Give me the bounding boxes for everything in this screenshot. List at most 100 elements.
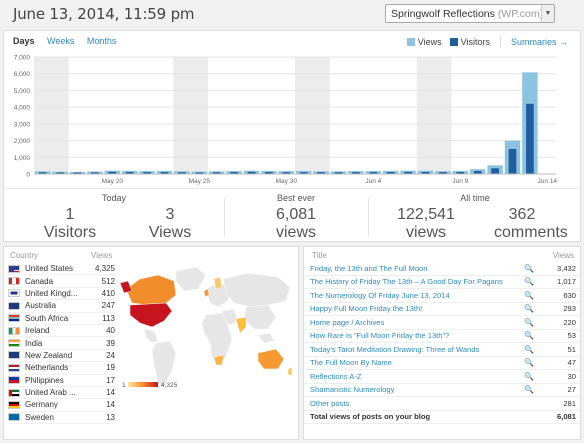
map-region-australia[interactable] bbox=[257, 348, 285, 370]
magnifier-icon[interactable]: 🔍 bbox=[524, 344, 534, 354]
all-time-views-value: 122,541 bbox=[397, 206, 455, 223]
visitors-bar bbox=[143, 172, 151, 174]
y-tick-label: 6,000 bbox=[14, 71, 31, 78]
map-region-united-states[interactable] bbox=[129, 302, 173, 328]
map-region-alaska[interactable] bbox=[119, 280, 133, 294]
post-views: 630 bbox=[563, 290, 576, 300]
country-name: United Arab ... bbox=[25, 388, 76, 398]
post-title-link[interactable]: Friday, the 13th and The Full Moon bbox=[310, 263, 428, 273]
visitors-bar bbox=[404, 171, 412, 174]
country-row[interactable]: South Africa 113 bbox=[8, 313, 115, 325]
y-tick-label: 0 bbox=[26, 172, 30, 179]
post-title-link[interactable]: Other posts bbox=[310, 398, 350, 408]
post-title-link[interactable]: Shamanistic Numerology bbox=[310, 385, 395, 395]
country-row[interactable]: New Zealand 24 bbox=[8, 350, 115, 363]
post-row: How Rare Is “Full Moon Friday the 13th”?… bbox=[304, 330, 580, 343]
visitors-bar bbox=[265, 172, 273, 174]
visitors-bar bbox=[334, 172, 343, 174]
summary-divider bbox=[368, 197, 369, 237]
weekend-band bbox=[295, 57, 330, 174]
visitors-bar bbox=[491, 168, 499, 174]
post-title-link[interactable]: The History of Friday The 13th – A Good … bbox=[310, 277, 503, 287]
map-region-canada[interactable] bbox=[125, 274, 177, 306]
flag-icon bbox=[8, 388, 20, 397]
tab-weeks[interactable]: Weeks bbox=[47, 36, 75, 46]
country-views: 17 bbox=[106, 375, 115, 385]
magnifier-icon[interactable]: 🔍 bbox=[524, 331, 534, 341]
country-name: New Zealand bbox=[25, 350, 73, 360]
country-row[interactable]: United States 4,325 bbox=[8, 263, 115, 276]
post-title-link[interactable]: The Full Moon By Name bbox=[310, 358, 392, 368]
country-row[interactable]: Canada 512 bbox=[8, 275, 115, 288]
post-views: 51 bbox=[567, 344, 576, 354]
visitors-bar bbox=[386, 172, 395, 174]
country-column-header: Country bbox=[10, 251, 39, 260]
post-row: Happy Full Moon Friday the 13th! 🔍 293 bbox=[304, 303, 580, 316]
magnifier-icon[interactable]: 🔍 bbox=[524, 304, 534, 314]
post-row: The Full Moon By Name 🔍 47 bbox=[304, 357, 580, 370]
world-map[interactable]: 1 4,325 bbox=[118, 261, 296, 421]
country-name: Philippines bbox=[25, 375, 64, 385]
country-row[interactable]: Ireland 40 bbox=[8, 325, 115, 338]
post-title-link[interactable]: Reflections A-Z bbox=[310, 371, 362, 381]
magnifier-icon[interactable]: 🔍 bbox=[524, 277, 534, 287]
summary-today: Today bbox=[4, 189, 224, 243]
country-views-column-header: Views bbox=[91, 251, 113, 260]
today-visitors-stat: 1 Visitors bbox=[40, 206, 100, 242]
country-row[interactable]: United Kingd... 410 bbox=[8, 288, 115, 301]
traffic-chart[interactable]: 7,000 6,000 5,000 4,000 3,000 2,000 1,000 0 May … bbox=[4, 51, 580, 188]
post-title-link[interactable]: How Rare Is “Full Moon Friday the 13th”? bbox=[310, 331, 450, 341]
map-region-india[interactable] bbox=[235, 316, 247, 334]
chevron-down-icon[interactable]: ▼ bbox=[541, 5, 554, 22]
map-region-new-zealand[interactable] bbox=[287, 366, 293, 376]
country-row[interactable]: India 39 bbox=[8, 337, 115, 350]
map-region-united-kingdom[interactable] bbox=[203, 288, 210, 298]
post-title-link[interactable]: Happy Full Moon Friday the 13th! bbox=[310, 304, 423, 314]
tab-days[interactable]: Days bbox=[13, 36, 35, 46]
post-title-link[interactable]: Home page / Archives bbox=[310, 317, 385, 327]
posts-views-column-header: Views bbox=[552, 251, 574, 260]
summary-best-ever: Best ever bbox=[224, 189, 368, 243]
visitors-bar bbox=[125, 171, 134, 174]
visitors-bar bbox=[508, 148, 517, 174]
country-row[interactable]: United Arab ... 14 bbox=[8, 387, 115, 400]
best-ever-label: views bbox=[275, 224, 316, 241]
magnifier-icon[interactable]: 🔍 bbox=[524, 317, 534, 327]
country-row[interactable]: Germany 14 bbox=[8, 399, 115, 412]
all-time-header: All time bbox=[460, 193, 490, 203]
map-region-sweden[interactable] bbox=[213, 276, 223, 290]
magnifier-icon[interactable]: 🔍 bbox=[524, 385, 534, 395]
magnifier-icon[interactable]: 🔍 bbox=[524, 290, 534, 300]
map-region-south-africa[interactable] bbox=[213, 354, 225, 366]
map-scale-max: 4,325 bbox=[161, 382, 178, 389]
post-row: Reflections A-Z 🔍 30 bbox=[304, 370, 580, 384]
country-name: Ireland bbox=[25, 326, 50, 336]
blog-selector[interactable]: Springwolf Reflections (WP.com) ▼ bbox=[385, 4, 555, 23]
country-views: 4,325 bbox=[94, 264, 115, 274]
summaries-link[interactable]: Summaries → bbox=[510, 37, 568, 47]
best-ever-header: Best ever bbox=[276, 193, 316, 203]
country-row[interactable]: Netherlands 19 bbox=[8, 362, 115, 375]
country-row[interactable]: Sweden 13 bbox=[8, 412, 115, 425]
country-views: 512 bbox=[101, 276, 115, 286]
country-row[interactable]: Philippines 17 bbox=[8, 375, 115, 387]
y-tick-label: 7,000 bbox=[14, 55, 31, 62]
country-row[interactable]: Australia 247 bbox=[8, 300, 115, 313]
legend-views: Views bbox=[406, 37, 442, 47]
best-ever-stat: 6,081 views bbox=[256, 206, 336, 242]
today-views-label: Views bbox=[148, 224, 192, 241]
summary-divider bbox=[224, 197, 225, 237]
country-name: Australia bbox=[25, 301, 57, 311]
country-views: 39 bbox=[106, 338, 115, 348]
tab-months[interactable]: Months bbox=[86, 36, 117, 46]
summary-all-time: All time bbox=[368, 189, 582, 243]
magnifier-icon[interactable]: 🔍 bbox=[524, 371, 534, 381]
posts-total-views: 6,081 bbox=[556, 412, 576, 422]
magnifier-icon[interactable]: 🔍 bbox=[524, 263, 534, 273]
stats-summary: Today 1 Visitors 3 Views Best ever 6,081… bbox=[4, 188, 582, 242]
post-title-link[interactable]: The Numerology Of Friday June 13, 2014 bbox=[310, 290, 450, 300]
flag-icon bbox=[8, 376, 20, 385]
magnifier-icon[interactable]: 🔍 bbox=[524, 358, 534, 368]
post-title-link[interactable]: Today's Tarot Meditation Drawing: Three … bbox=[310, 344, 480, 354]
country-name: Sweden bbox=[25, 412, 54, 422]
